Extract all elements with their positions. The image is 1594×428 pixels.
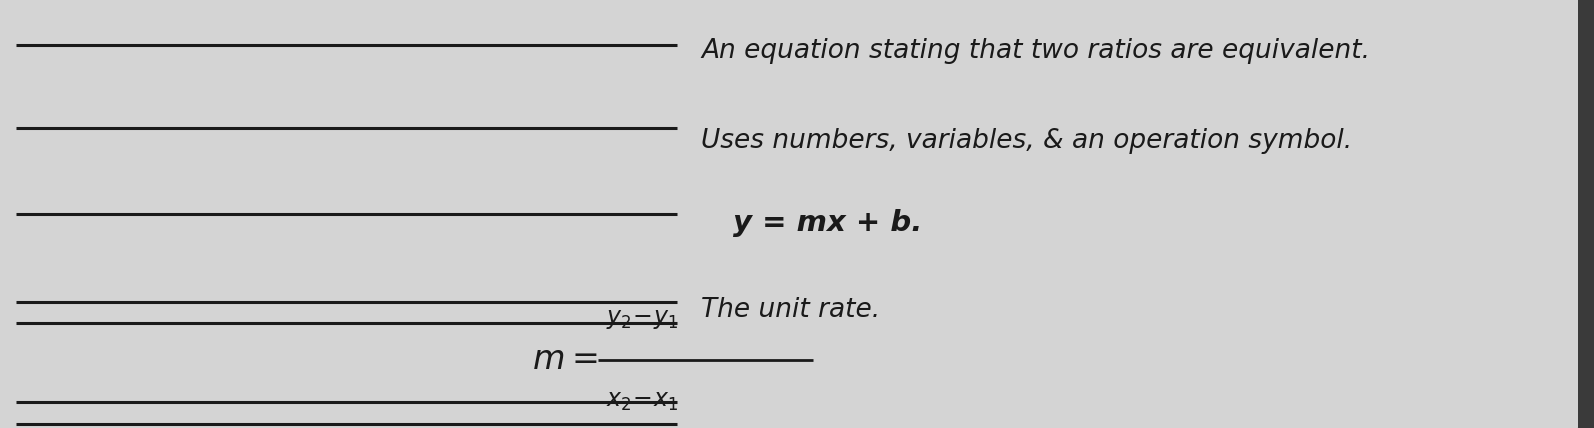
Text: y = mx + b.: y = mx + b. — [733, 208, 923, 237]
Text: Uses numbers, variables, & an operation symbol.: Uses numbers, variables, & an operation … — [701, 128, 1352, 154]
Text: $x_2\!-\!x_1$: $x_2\!-\!x_1$ — [606, 389, 677, 413]
Text: $y_2\!-\!y_1$: $y_2\!-\!y_1$ — [606, 307, 677, 331]
Text: An equation stating that two ratios are equivalent.: An equation stating that two ratios are … — [701, 39, 1371, 64]
Text: $m=$: $m=$ — [532, 343, 598, 376]
FancyBboxPatch shape — [1578, 0, 1594, 428]
Text: The unit rate.: The unit rate. — [701, 297, 880, 323]
